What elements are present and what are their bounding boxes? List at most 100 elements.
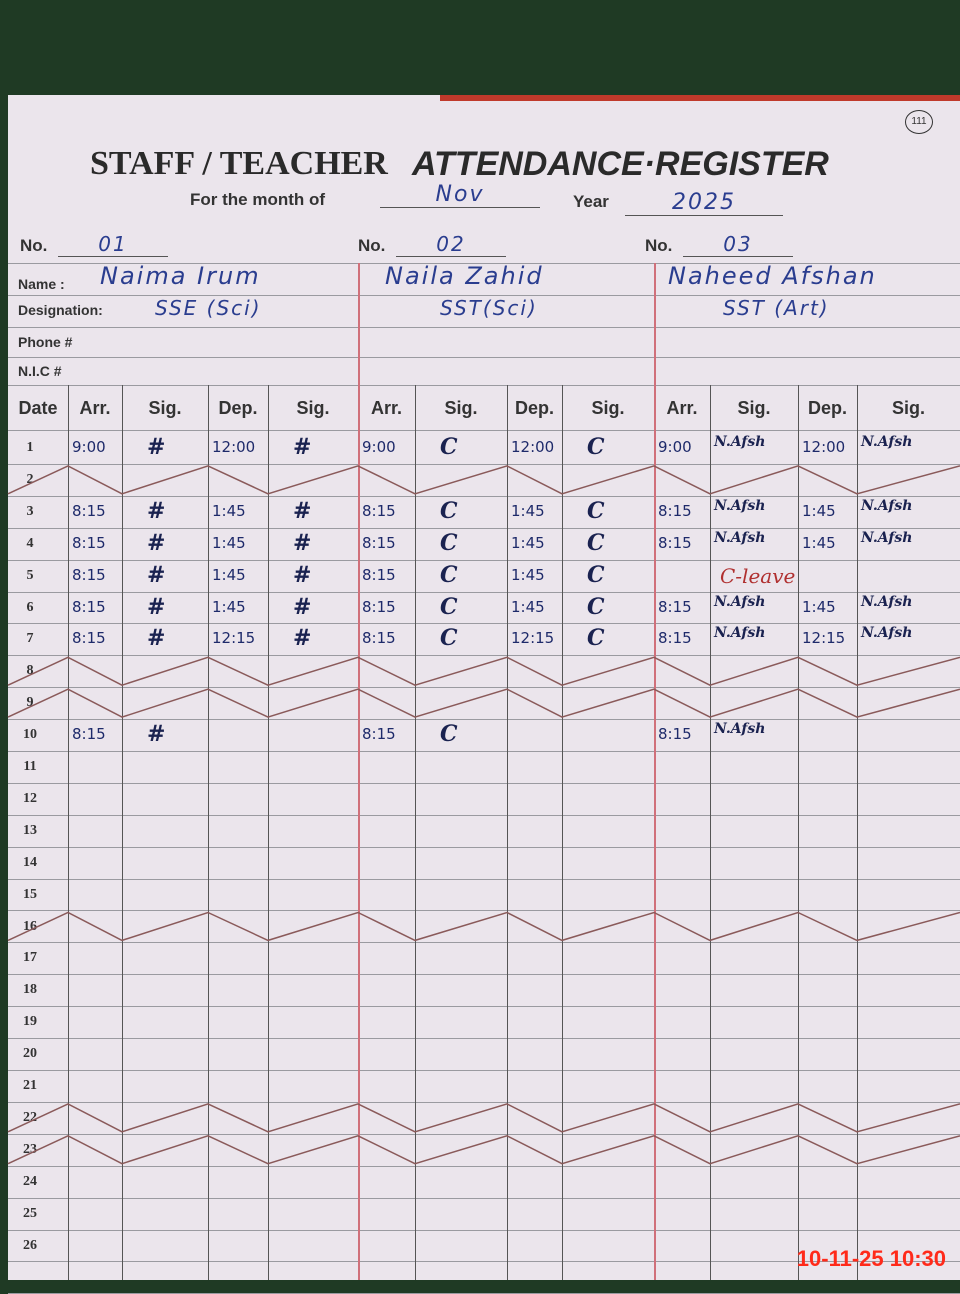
rule-line bbox=[8, 327, 960, 328]
signature: # bbox=[293, 434, 312, 460]
date-24: 24 bbox=[23, 1174, 37, 1189]
arrival-time: 8:15 bbox=[658, 725, 692, 743]
signature: N.Afsh bbox=[861, 434, 913, 450]
row-rule bbox=[8, 623, 960, 624]
row-rule bbox=[8, 751, 960, 752]
departure-time: 12:15 bbox=[511, 629, 555, 647]
row-rule bbox=[8, 910, 960, 911]
year-label: Year bbox=[573, 192, 609, 211]
teacher-designation: SST(Sci) bbox=[440, 296, 538, 320]
row-rule bbox=[8, 1070, 960, 1071]
row-rule bbox=[8, 1134, 960, 1135]
title-staff-teacher: STAFF / TEACHER bbox=[90, 145, 388, 182]
signature: N.Afsh bbox=[714, 498, 766, 514]
date-7: 7 bbox=[26, 631, 34, 646]
arrival-time: 9:00 bbox=[658, 438, 692, 456]
arrival-time: 9:00 bbox=[72, 438, 106, 456]
signature: C bbox=[587, 594, 605, 620]
departure-time: 1:45 bbox=[511, 502, 545, 520]
teacher-name: Naheed Afshan bbox=[668, 262, 877, 290]
row-rule bbox=[8, 974, 960, 975]
holiday-zigzag-row-16 bbox=[7, 911, 960, 942]
arrival-time: 9:00 bbox=[362, 438, 396, 456]
signature: # bbox=[147, 594, 166, 620]
rule-line bbox=[8, 295, 960, 296]
signature: N.Afsh bbox=[714, 434, 766, 450]
arrival-time: 8:15 bbox=[72, 598, 106, 616]
rule-line bbox=[8, 385, 960, 386]
column-header-sig: Sig. bbox=[891, 398, 925, 418]
holiday-zigzag-row-22 bbox=[7, 1103, 960, 1133]
signature: N.Afsh bbox=[861, 625, 913, 641]
signature: C bbox=[440, 434, 458, 460]
row-rule bbox=[8, 560, 960, 561]
title-attendance-register: ATTENDANCE·REGISTER bbox=[412, 145, 829, 183]
departure-time: 12:15 bbox=[212, 629, 256, 647]
row-rule bbox=[8, 1038, 960, 1039]
teacher-designation: SST (Art) bbox=[723, 296, 830, 320]
date-4: 4 bbox=[26, 536, 34, 551]
column-rule bbox=[268, 385, 269, 1280]
row-rule bbox=[8, 687, 960, 688]
column-header-sig: Sig. bbox=[148, 398, 182, 418]
column-header-arr: Arr. bbox=[79, 398, 111, 418]
arrival-time: 8:15 bbox=[658, 629, 692, 647]
teacher-name: Naila Zahid bbox=[385, 262, 544, 290]
column-header-arr: Arr. bbox=[666, 398, 698, 418]
departure-time: 1:45 bbox=[511, 534, 545, 552]
holiday-zigzag-row-8 bbox=[7, 656, 960, 687]
departure-time: 12:00 bbox=[212, 438, 256, 456]
row-rule bbox=[8, 783, 960, 784]
departure-time: 12:00 bbox=[802, 438, 846, 456]
rule-line bbox=[8, 430, 960, 431]
row-rule bbox=[8, 1230, 960, 1231]
teacher-no: 02 bbox=[396, 232, 506, 257]
date-22: 22 bbox=[23, 1110, 37, 1125]
signature: C bbox=[440, 721, 458, 747]
column-header-date: Date bbox=[18, 398, 58, 418]
column-rule bbox=[208, 385, 209, 1280]
date-13: 13 bbox=[23, 823, 37, 838]
arrival-time: 8:15 bbox=[362, 629, 396, 647]
date-21: 21 bbox=[23, 1078, 37, 1093]
date-18: 18 bbox=[23, 982, 37, 997]
arrival-time: 8:15 bbox=[658, 534, 692, 552]
departure-time: 12:00 bbox=[511, 438, 555, 456]
teacher-name: Naima Irum bbox=[100, 262, 261, 290]
date-20: 20 bbox=[23, 1046, 37, 1061]
signature: # bbox=[293, 625, 312, 651]
date-11: 11 bbox=[23, 759, 37, 774]
date-3: 3 bbox=[26, 504, 34, 519]
signature: C bbox=[440, 594, 458, 620]
designation-label: Designation: bbox=[18, 302, 103, 318]
arrival-time: 8:15 bbox=[72, 725, 106, 743]
column-header-dep: Dep. bbox=[218, 398, 258, 418]
date-14: 14 bbox=[23, 855, 37, 870]
holiday-zigzag-row-23 bbox=[7, 1134, 960, 1165]
signature: # bbox=[293, 530, 312, 556]
signature: # bbox=[293, 594, 312, 620]
row-rule bbox=[8, 1166, 960, 1167]
arrival-time: 8:15 bbox=[362, 725, 396, 743]
photo-timestamp: 10-11-25 10:30 bbox=[796, 1246, 946, 1271]
departure-time: 1:45 bbox=[802, 502, 836, 520]
signature: C bbox=[440, 498, 458, 524]
departure-time: 1:45 bbox=[802, 534, 836, 552]
signature: # bbox=[147, 498, 166, 524]
date-19: 19 bbox=[23, 1014, 37, 1029]
date-9: 9 bbox=[26, 695, 34, 710]
column-rule bbox=[562, 385, 563, 1280]
rule-line bbox=[8, 263, 960, 264]
column-rule bbox=[415, 385, 416, 1280]
column-rule bbox=[798, 385, 799, 1280]
signature: # bbox=[147, 562, 166, 588]
row-rule bbox=[8, 464, 960, 465]
teacher-divider bbox=[358, 263, 360, 1280]
arrival-time: 8:15 bbox=[362, 566, 396, 584]
signature: # bbox=[147, 721, 166, 747]
rule-line bbox=[8, 357, 960, 358]
arrival-time: 8:15 bbox=[72, 502, 106, 520]
signature: N.Afsh bbox=[714, 594, 766, 610]
column-header-dep: Dep. bbox=[514, 398, 554, 418]
